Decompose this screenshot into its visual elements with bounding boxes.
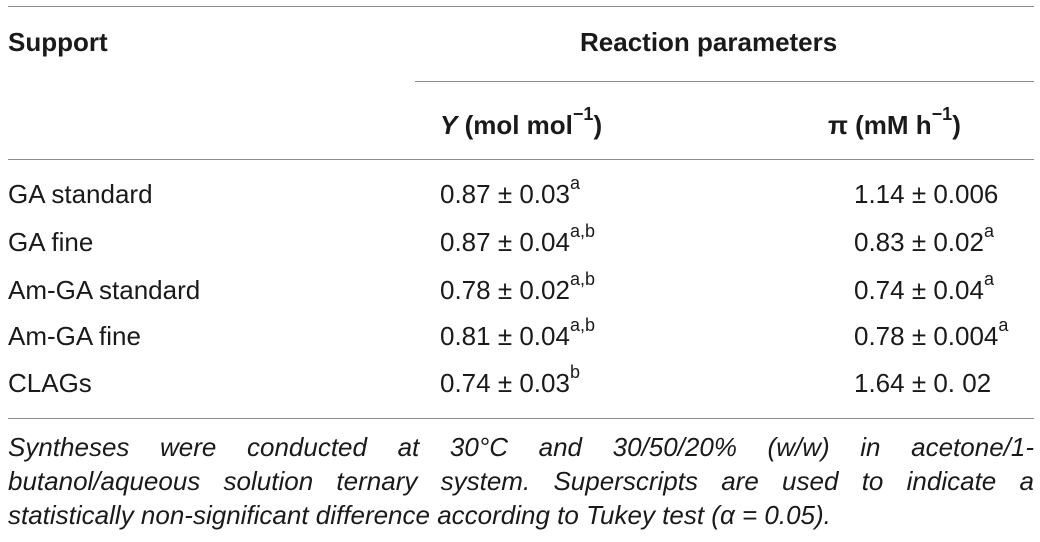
productivity-unit-exponent: −1 bbox=[931, 104, 953, 125]
productivity-unit-prefix: π (mM h bbox=[828, 110, 932, 140]
row-productivity: 0.78 ± 0.004a bbox=[854, 316, 1008, 351]
row-yield-superscript: a bbox=[569, 173, 580, 194]
footnote-line: Syntheses were conducted at 30°C and 30/… bbox=[8, 432, 1034, 462]
row-productivity: 1.14 ± 0.006 bbox=[854, 179, 998, 209]
row-yield: 0.74 ± 0.03b bbox=[440, 363, 580, 398]
row-productivity-superscript: a bbox=[998, 315, 1009, 336]
group-rule bbox=[415, 81, 1034, 82]
row-yield-value: 0.87 ± 0.04 bbox=[440, 227, 570, 257]
header-support: Support bbox=[8, 27, 108, 57]
row-productivity-superscript: a bbox=[983, 221, 994, 242]
row-yield-superscript: a,b bbox=[569, 221, 595, 242]
row-yield-value: 0.78 ± 0.02 bbox=[440, 275, 570, 305]
row-productivity: 0.83 ± 0.02a bbox=[854, 222, 994, 257]
row-yield: 0.87 ± 0.04a,b bbox=[440, 222, 595, 257]
yield-unit-prefix: (mol mol bbox=[457, 110, 573, 140]
row-productivity-superscript: a bbox=[983, 269, 994, 290]
row-productivity-value: 0.83 ± 0.02 bbox=[854, 227, 984, 257]
row-productivity: 0.74 ± 0.04a bbox=[854, 270, 994, 305]
row-yield-superscript: a,b bbox=[569, 269, 595, 290]
row-yield: 0.87 ± 0.03a bbox=[440, 174, 580, 209]
row-productivity-value: 1.64 ± 0. 02 bbox=[854, 368, 992, 398]
row-support: Am-GA standard bbox=[8, 275, 201, 305]
productivity-unit-suffix: ) bbox=[952, 110, 961, 140]
row-productivity-value: 0.78 ± 0.004 bbox=[854, 321, 999, 351]
row-yield: 0.78 ± 0.02a,b bbox=[440, 270, 595, 305]
row-yield-value: 0.81 ± 0.04 bbox=[440, 321, 570, 351]
yield-unit-suffix: ) bbox=[593, 110, 603, 140]
row-support: GA fine bbox=[8, 227, 94, 257]
row-support: GA standard bbox=[8, 179, 153, 209]
top-rule bbox=[8, 6, 1034, 7]
row-productivity-value: 1.14 ± 0.006 bbox=[854, 179, 999, 209]
row-support: Am-GA fine bbox=[8, 321, 141, 351]
footnote-line: butanol/aqueous solution ternary system.… bbox=[8, 466, 1034, 496]
row-productivity: 1.64 ± 0. 02 bbox=[854, 368, 991, 398]
row-yield-superscript: b bbox=[569, 362, 580, 383]
table-footnote: Syntheses were conducted at 30°C and 30/… bbox=[8, 430, 1034, 532]
row-yield-superscript: a,b bbox=[569, 315, 595, 336]
footnote-line: statistically non-significant difference… bbox=[8, 500, 831, 530]
header-productivity: π (mM h−1) bbox=[828, 105, 961, 140]
row-yield: 0.81 ± 0.04a,b bbox=[440, 316, 595, 351]
yield-unit-exponent: −1 bbox=[572, 104, 594, 125]
row-yield-value: 0.74 ± 0.03 bbox=[440, 368, 570, 398]
header-rule bbox=[8, 159, 1034, 160]
row-support: CLAGs bbox=[8, 368, 92, 398]
header-reaction-parameters: Reaction parameters bbox=[580, 27, 838, 57]
yield-symbol: Y bbox=[440, 110, 458, 140]
row-yield-value: 0.87 ± 0.03 bbox=[440, 179, 570, 209]
header-yield: Y (mol mol−1) bbox=[440, 105, 603, 140]
row-productivity-value: 0.74 ± 0.04 bbox=[854, 275, 984, 305]
bottom-rule bbox=[8, 418, 1034, 419]
